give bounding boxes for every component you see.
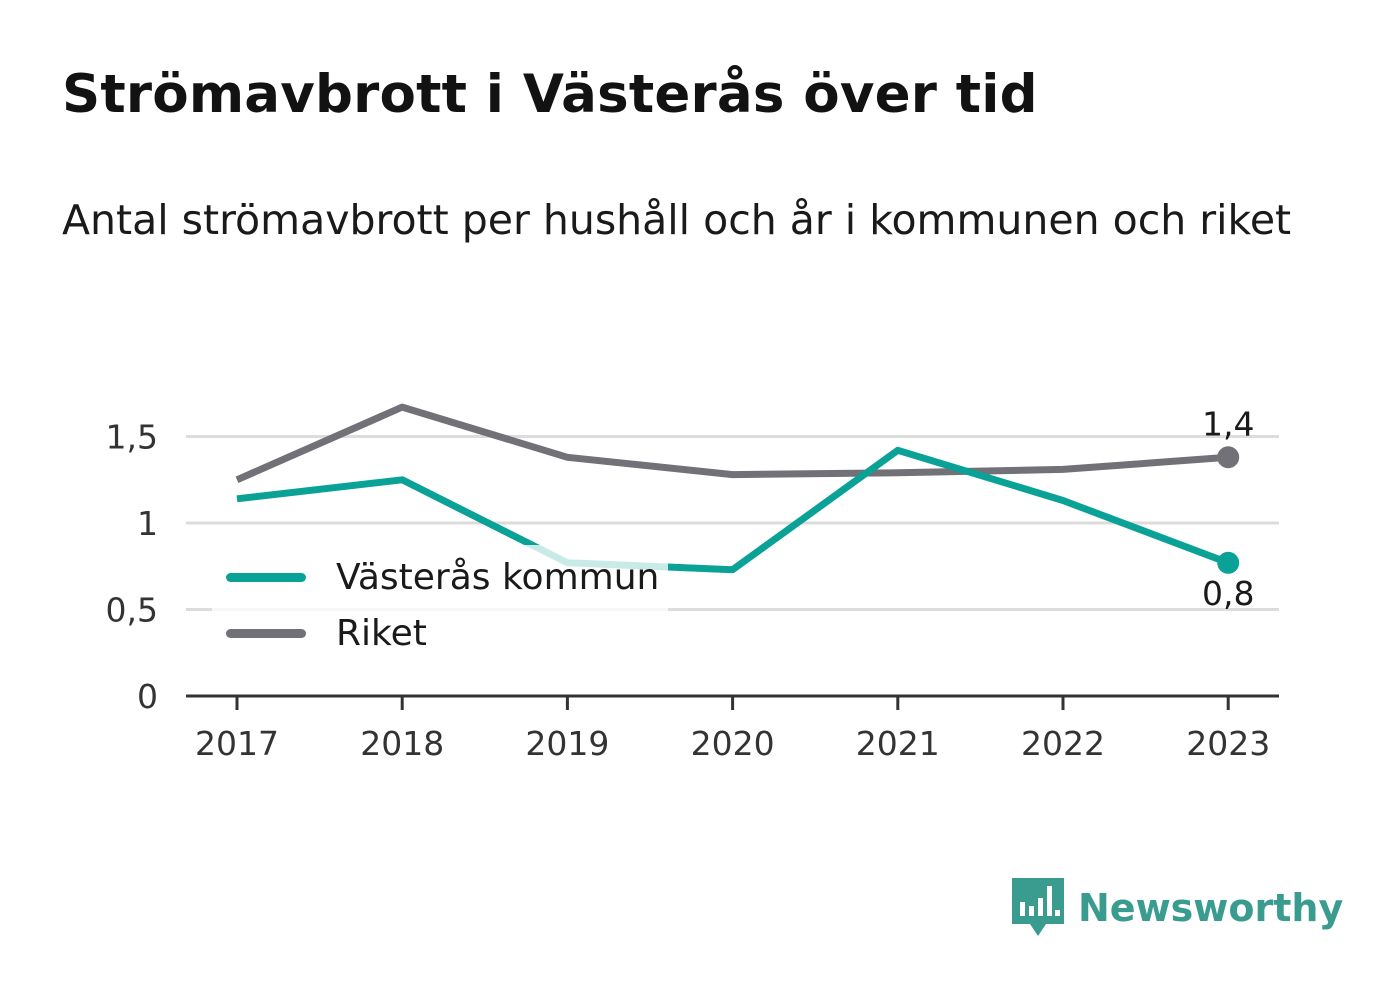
x-tick-label-2017: 2017 (195, 724, 279, 763)
end-point-vasteras (1217, 551, 1240, 574)
x-tick-label-2019: 2019 (525, 724, 609, 763)
newsworthy-brand[interactable]: Newsworthy (1012, 878, 1343, 938)
brand-name: Newsworthy (1078, 886, 1344, 930)
legend-label-riket: Riket (336, 612, 427, 654)
y-tick-label-1: 0,5 (106, 591, 158, 630)
series-line-vasteras (236, 446, 1230, 574)
end-label-riket: 1,4 (1202, 404, 1254, 443)
legend-item-vasteras[interactable]: Västerås kommun (226, 549, 659, 605)
series-lines (235, 403, 1230, 574)
y-tick-label-3: 1,5 (106, 418, 158, 457)
chart-subtitle: Antal strömavbrott per hushåll och år i … (62, 196, 1292, 244)
end-points: 0,8 1,4 (1202, 404, 1254, 613)
x-tick-label-2020: 2020 (691, 724, 775, 763)
x-tick-label-2021: 2021 (856, 724, 940, 763)
newsworthy-logo-icon (1012, 878, 1064, 936)
y-tick-label-2: 1 (137, 504, 158, 543)
legend-swatch-riket (226, 628, 306, 638)
chart-title: Strömavbrott i Västerås över tid (62, 64, 1038, 125)
legend-label-vasteras: Västerås kommun (336, 556, 660, 598)
x-tick-label-2022: 2022 (1021, 724, 1105, 763)
end-point-riket (1217, 446, 1240, 469)
y-tick-label-0: 0 (137, 677, 158, 716)
legend: Västerås kommun Riket (212, 545, 668, 665)
legend-item-riket[interactable]: Riket (226, 605, 427, 661)
x-tick-label-2023: 2023 (1186, 724, 1270, 763)
end-label-vasteras: 0,8 (1202, 574, 1254, 613)
x-axis: 2017 2018 2019 2020 2021 2022 2023 (186, 694, 1279, 763)
series-line-riket (235, 403, 1229, 484)
y-axis-ticks: 0 0,5 1 1,5 (106, 418, 158, 717)
x-tick-label-2018: 2018 (360, 724, 444, 763)
legend-swatch-vasteras (226, 572, 306, 582)
